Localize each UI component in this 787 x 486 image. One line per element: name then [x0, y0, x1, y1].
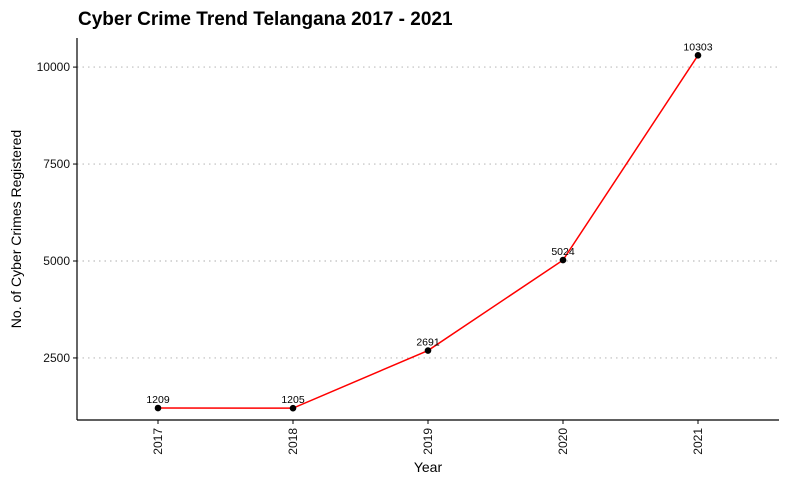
x-tick-label: 2017: [151, 428, 165, 455]
data-label: 1205: [281, 394, 305, 406]
y-tick-label: 2500: [43, 351, 70, 365]
y-tick-label: 10000: [37, 60, 71, 74]
gridlines: [77, 66, 779, 359]
axes: [76, 38, 779, 421]
x-tick-label: 2021: [691, 428, 705, 455]
data-label: 5024: [551, 246, 575, 258]
series-line: [157, 54, 699, 409]
x-axis-title: Year: [414, 459, 443, 475]
data-point: [694, 52, 702, 59]
x-tick-label: 2019: [421, 428, 435, 455]
data-label: 2691: [416, 337, 440, 349]
x-tick-label: 2020: [556, 428, 570, 455]
data-point: [154, 404, 162, 412]
y-tick-label: 7500: [43, 157, 70, 171]
data-label: 1209: [146, 394, 170, 406]
data-points: [154, 52, 702, 412]
x-axis-ticks: 2017 2018 2019 2020 2021: [151, 420, 705, 455]
x-tick-label: 2018: [286, 428, 300, 455]
y-axis-title: No. of Cyber Crimes Registered: [8, 130, 24, 328]
y-axis-ticks: 2500 5000 7500 10000: [37, 60, 77, 365]
data-point: [424, 347, 432, 354]
data-point: [559, 256, 567, 264]
y-tick-label: 5000: [43, 254, 70, 268]
series-line-group: [157, 54, 699, 409]
chart-title: Cyber Crime Trend Telangana 2017 - 2021: [78, 9, 453, 30]
data-point: [289, 404, 297, 412]
data-labels: 1209 1205 2691 5024 10303: [146, 41, 712, 406]
data-label: 10303: [683, 41, 712, 53]
